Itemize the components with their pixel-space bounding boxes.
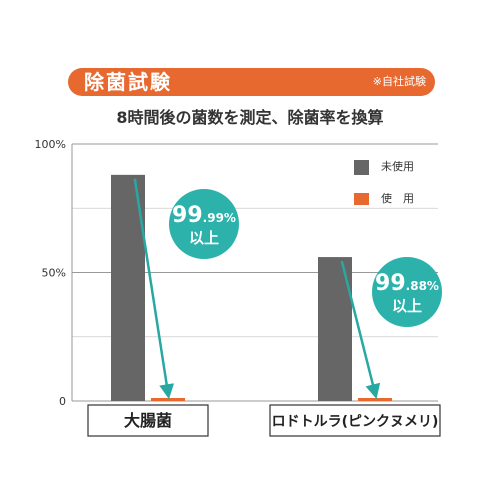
category-label-box: [269, 404, 441, 437]
category-label-box: [87, 404, 209, 437]
reduction-arrow: [133, 178, 175, 400]
badge-percent: 99.99%: [172, 203, 236, 228]
y-tick-label: 0: [59, 395, 66, 408]
legend-swatch-treated: [354, 193, 369, 205]
legend-treated: 使 用: [354, 190, 414, 206]
y-tick-label: 100%: [35, 138, 66, 151]
reduction-arrow: [340, 260, 381, 400]
reduction-badge: [372, 257, 442, 327]
legend-label-treated: 使 用: [381, 192, 414, 205]
chart-note: ※自社試験: [372, 75, 426, 88]
category-label: ロドトルラ(ピンクヌメリ): [272, 414, 439, 430]
category-label: 大腸菌: [124, 411, 172, 430]
legend-swatch-untreated: [354, 159, 369, 175]
legend-untreated: 未使用: [354, 158, 414, 175]
chart-title: 除菌試験: [84, 70, 172, 94]
chart-subtitle: 8時間後の菌数を測定、除菌率を換算: [116, 108, 384, 127]
y-tick-label: 50%: [42, 267, 66, 280]
badge-percent: 99.88%: [375, 271, 439, 296]
reduction-badge: [169, 189, 239, 259]
bar-treated: [358, 398, 392, 401]
badge-sub: 以上: [392, 297, 422, 315]
badge-sub: 以上: [189, 229, 219, 247]
bar-treated: [151, 398, 185, 401]
legend-label-untreated: 未使用: [381, 160, 414, 173]
header-bar: [68, 68, 435, 96]
